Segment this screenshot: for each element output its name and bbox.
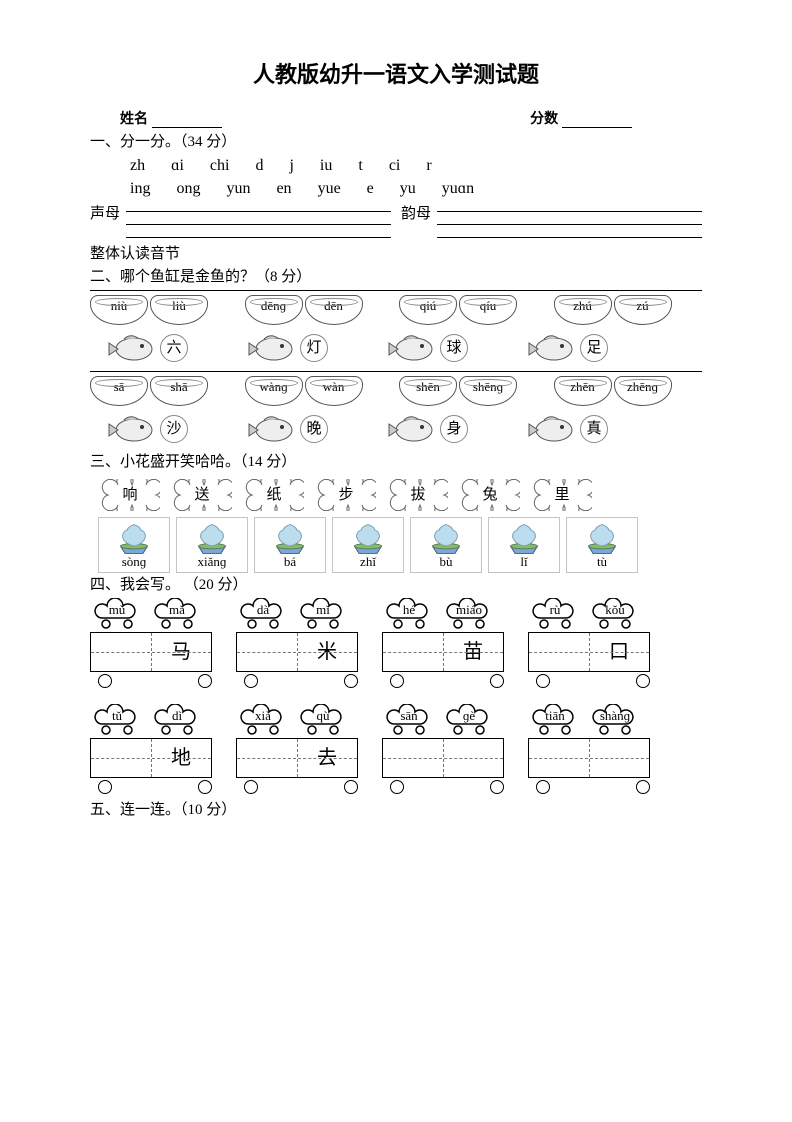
flower-char[interactable]: 响: [100, 479, 160, 511]
tianzi-grid[interactable]: 苗: [382, 632, 504, 672]
pinyin-cloud: mù: [90, 598, 144, 628]
flower-pot[interactable]: xiǎnɡ: [176, 517, 248, 573]
q1-row1: zhɑichi djiu tcir: [90, 155, 702, 177]
flower-char[interactable]: 纸: [244, 479, 304, 511]
shengmu-label: 声母: [90, 202, 120, 225]
q1-heading: 一、分一分。（34 分）: [90, 132, 702, 153]
yunmu-label: 韵母: [401, 202, 431, 225]
fish-bowl[interactable]: wànɡ: [245, 376, 303, 406]
pinyin-cloud: dì: [150, 704, 204, 734]
fish-bowl[interactable]: zhú: [554, 295, 612, 325]
fish-item: 真: [524, 412, 608, 446]
fish-bowl[interactable]: shēn: [399, 376, 457, 406]
flower-pot[interactable]: tù: [566, 517, 638, 573]
write-cell: rùkǒu 口: [528, 598, 660, 690]
q4-heading: 四、我会写。 （20 分）: [90, 575, 702, 596]
flower-char[interactable]: 兔: [460, 479, 520, 511]
q1-row2: ingongyun enyuee yuyuɑn: [90, 178, 702, 200]
fish-row: 六灯球足: [90, 331, 702, 365]
flower-pot[interactable]: zhǐ: [332, 517, 404, 573]
page-title: 人教版幼升一语文入学测试题: [90, 60, 702, 91]
tianzi-grid[interactable]: 马: [90, 632, 212, 672]
fish-bowl[interactable]: zhēn: [554, 376, 612, 406]
pinyin-cloud: mǐ: [296, 598, 350, 628]
flower-pot[interactable]: bù: [410, 517, 482, 573]
pinyin-cloud: miáo: [442, 598, 496, 628]
pinyin-cloud: qù: [296, 704, 350, 734]
write-cell: xiàqù 去: [236, 704, 368, 796]
q3-heading: 三、小花盛开笑哈哈。（14 分）: [90, 452, 702, 473]
fish-item: 足: [524, 331, 608, 365]
pinyin-cloud: tiān: [528, 704, 582, 734]
header-row: 姓名 分数: [90, 109, 702, 129]
fish-bowl[interactable]: sā: [90, 376, 148, 406]
whole-read-label: 整体认读音节: [90, 244, 702, 265]
write-cell: mùmǎ 马: [90, 598, 222, 690]
fish-item: 晚: [244, 412, 328, 446]
tianzi-grid[interactable]: [382, 738, 504, 778]
write-cell: sānɡè: [382, 704, 514, 796]
fish-bowl[interactable]: dēnɡ: [245, 295, 303, 325]
fish-bowl[interactable]: shēnɡ: [459, 376, 517, 406]
name-blank[interactable]: [152, 114, 222, 128]
write-cell: tiānshànɡ: [528, 704, 660, 796]
fish-bowl[interactable]: zhēnɡ: [614, 376, 672, 406]
pinyin-cloud: mǎ: [150, 598, 204, 628]
flower-pot[interactable]: lǐ: [488, 517, 560, 573]
pinyin-cloud: ɡè: [442, 704, 496, 734]
fish-bowl[interactable]: qíu: [459, 295, 517, 325]
bowl-row: niùliù dēnɡdēn qiúqíu zhúzú: [90, 295, 702, 325]
flower-char[interactable]: 步: [316, 479, 376, 511]
write-cell: dàmǐ 米: [236, 598, 368, 690]
score-label: 分数: [530, 109, 632, 129]
name-label: 姓名: [120, 109, 222, 129]
pinyin-cloud: xià: [236, 704, 290, 734]
write-cell: tǔdì 地: [90, 704, 222, 796]
pinyin-cloud: sān: [382, 704, 436, 734]
tianzi-grid[interactable]: 米: [236, 632, 358, 672]
pinyin-cloud: rù: [528, 598, 582, 628]
fish-bowl[interactable]: niù: [90, 295, 148, 325]
tianzi-grid[interactable]: 口: [528, 632, 650, 672]
flower-pot[interactable]: bá: [254, 517, 326, 573]
tianzi-grid[interactable]: 去: [236, 738, 358, 778]
flower-pot[interactable]: sònɡ: [98, 517, 170, 573]
pinyin-cloud: kǒu: [588, 598, 642, 628]
fish-item: 六: [104, 331, 188, 365]
score-blank[interactable]: [562, 114, 632, 128]
q2-heading: 二、哪个鱼缸是金鱼的？（8 分）: [90, 267, 702, 288]
fish-bowl[interactable]: zú: [614, 295, 672, 325]
fish-item: 球: [384, 331, 468, 365]
fish-bowl[interactable]: qiú: [399, 295, 457, 325]
flower-char[interactable]: 拔: [388, 479, 448, 511]
fish-bowl[interactable]: liù: [150, 295, 208, 325]
tianzi-grid[interactable]: [528, 738, 650, 778]
q5-heading: 五、连一连。（10 分）: [90, 800, 702, 821]
fish-item: 沙: [104, 412, 188, 446]
fish-row: 沙晚身真: [90, 412, 702, 446]
write-cell: hémiáo 苗: [382, 598, 514, 690]
fish-item: 灯: [244, 331, 328, 365]
pinyin-cloud: hé: [382, 598, 436, 628]
fish-bowl[interactable]: dēn: [305, 295, 363, 325]
pinyin-cloud: tǔ: [90, 704, 144, 734]
bowl-row: sāshā wànɡwàn shēnshēnɡ zhēnzhēnɡ: [90, 376, 702, 406]
flower-char[interactable]: 送: [172, 479, 232, 511]
flower-char[interactable]: 里: [532, 479, 592, 511]
fish-bowl[interactable]: shā: [150, 376, 208, 406]
fish-item: 身: [384, 412, 468, 446]
tianzi-grid[interactable]: 地: [90, 738, 212, 778]
pinyin-cloud: shànɡ: [588, 704, 642, 734]
pinyin-cloud: dà: [236, 598, 290, 628]
fish-bowl[interactable]: wàn: [305, 376, 363, 406]
